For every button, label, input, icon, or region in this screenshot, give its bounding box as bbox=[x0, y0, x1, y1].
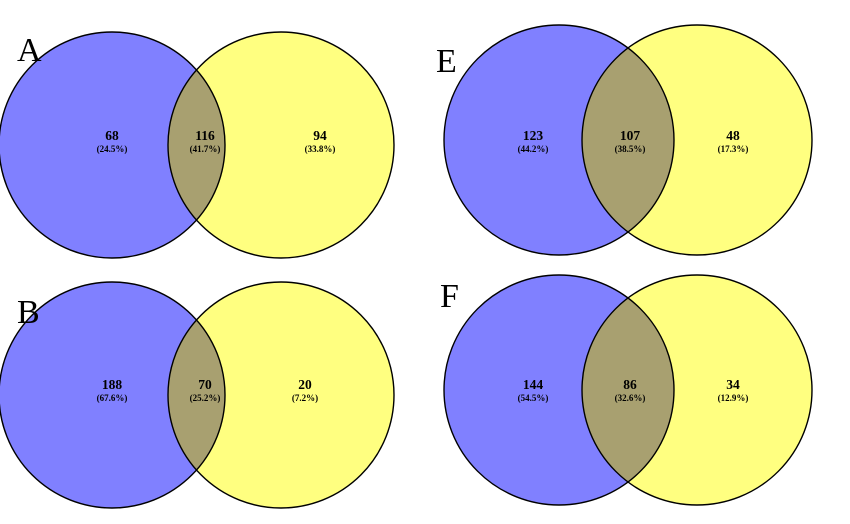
left-set-circle bbox=[0, 32, 225, 258]
right-percentage: (33.8%) bbox=[305, 144, 336, 154]
panel-label: E bbox=[436, 43, 457, 80]
panel-label: F bbox=[440, 278, 459, 315]
left-set-outline bbox=[0, 281, 226, 509]
left-percentage: (24.5%) bbox=[97, 144, 128, 154]
right-set-circle bbox=[168, 32, 394, 258]
panel-label: B bbox=[17, 294, 40, 331]
right-set-outline bbox=[581, 24, 813, 256]
left-set-outline bbox=[0, 31, 226, 259]
left-count: 188 bbox=[102, 377, 123, 392]
overlap-percentage: (41.7%) bbox=[190, 144, 221, 154]
left-percentage: (44.2%) bbox=[518, 144, 549, 154]
right-count: 48 bbox=[726, 128, 740, 143]
left-count: 144 bbox=[523, 377, 544, 392]
left-percentage: (67.6%) bbox=[97, 393, 128, 403]
overlap-region bbox=[582, 25, 674, 255]
overlap-count: 86 bbox=[623, 377, 637, 392]
right-percentage: (17.3%) bbox=[718, 144, 749, 154]
left-set-outline bbox=[443, 274, 675, 506]
right-set-outline bbox=[167, 281, 395, 509]
right-set-outline bbox=[581, 274, 813, 506]
overlap-percentage: (32.6%) bbox=[615, 393, 646, 403]
overlap-region bbox=[582, 275, 674, 505]
right-count: 34 bbox=[726, 377, 740, 392]
overlap-count: 116 bbox=[195, 128, 215, 143]
venn-panel-b: B 188(67.6%) 70(25.2%) 20(7.2%) bbox=[0, 281, 395, 509]
right-count: 94 bbox=[313, 128, 327, 143]
right-set-outline bbox=[167, 31, 395, 259]
panel-label: A bbox=[17, 32, 42, 69]
venn-panel-a: A 68(24.5%) 116(41.7%) 94(33.8%) bbox=[0, 31, 395, 259]
overlap-percentage: (25.2%) bbox=[190, 393, 221, 403]
overlap-count: 70 bbox=[198, 377, 212, 392]
left-set-outline bbox=[443, 24, 675, 256]
venn-panel-f: F 144(54.5%) 86(32.6%) 34(12.9%) bbox=[440, 274, 813, 506]
venn-panel-e: E 123(44.2%) 107(38.5%) 48(17.3%) bbox=[436, 24, 813, 256]
left-count: 68 bbox=[105, 128, 119, 143]
left-count: 123 bbox=[523, 128, 544, 143]
right-set-circle bbox=[168, 282, 394, 508]
left-percentage: (54.5%) bbox=[518, 393, 549, 403]
right-count: 20 bbox=[298, 377, 312, 392]
right-percentage: (12.9%) bbox=[718, 393, 749, 403]
right-percentage: (7.2%) bbox=[292, 393, 318, 403]
overlap-count: 107 bbox=[620, 128, 641, 143]
left-set-circle bbox=[0, 282, 225, 508]
overlap-percentage: (38.5%) bbox=[615, 144, 646, 154]
